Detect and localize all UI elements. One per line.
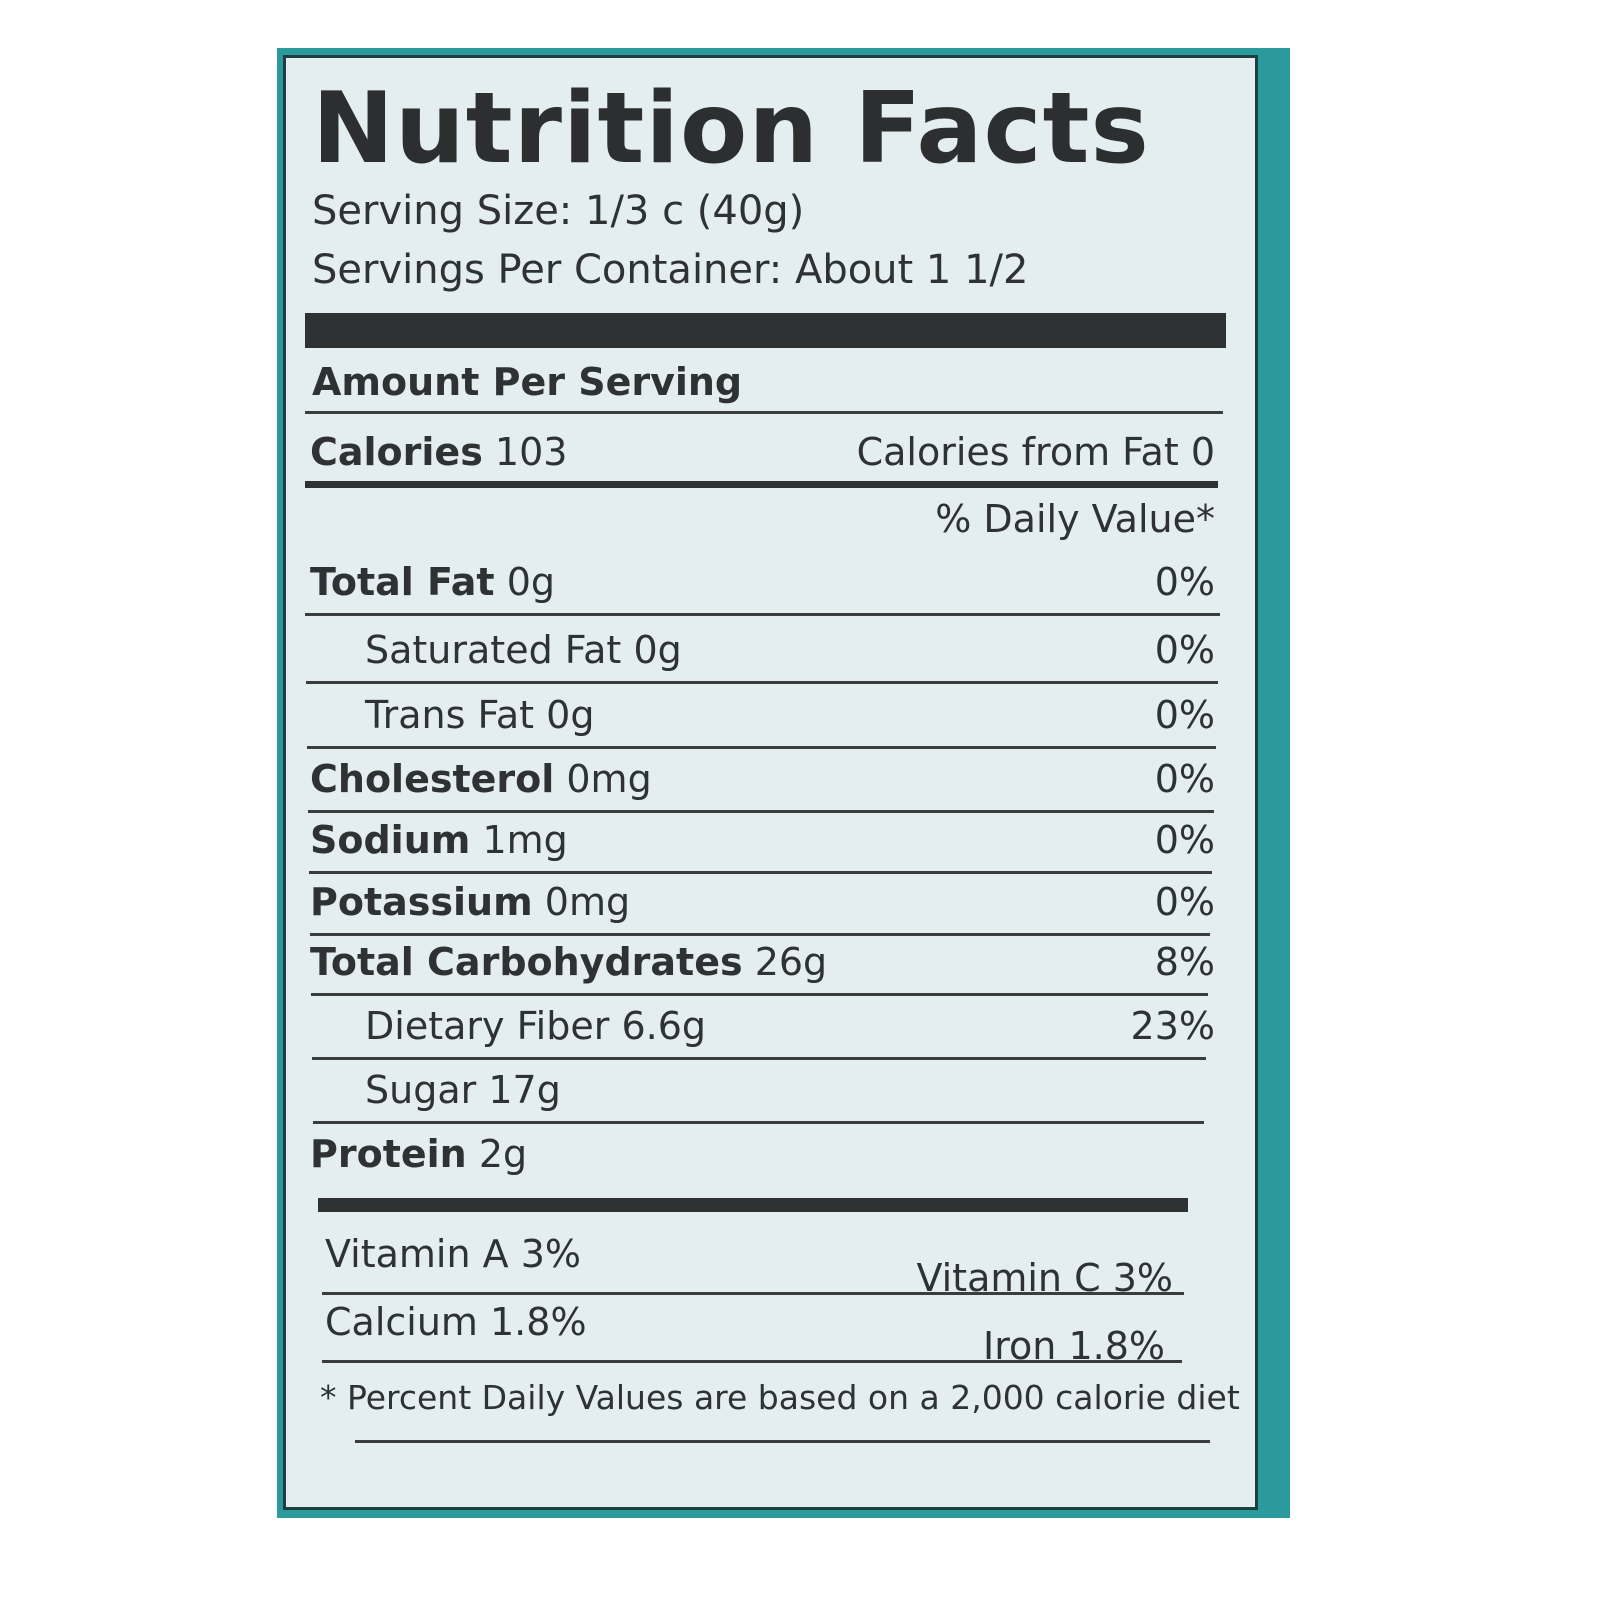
medium-divider <box>305 481 1218 488</box>
vitamin-a: Vitamin A 3% <box>325 1232 581 1276</box>
label-title: Nutrition Facts <box>312 72 1150 186</box>
nutrient-name: Protein <box>310 1132 467 1176</box>
calories-label: Calories <box>310 430 483 474</box>
nutrient-amount: 0g <box>506 560 555 604</box>
nutrient-amount: 17g <box>488 1068 561 1112</box>
divider <box>355 1440 1210 1443</box>
nutrient-name: Total Carbohydrates <box>310 940 743 984</box>
servings-per-container: Servings Per Container: About 1 1/2 <box>312 247 1029 293</box>
nutrient-label-group: Total Carbohydrates 26g <box>310 940 827 984</box>
nutrient-row: Saturated Fat 0g 0% <box>310 618 1215 678</box>
nutrient-label-group: Sodium 1mg <box>310 818 568 862</box>
divider <box>308 810 1214 813</box>
nutrient-name: Sugar <box>365 1068 477 1112</box>
nutrient-daily-value: 0% <box>1154 560 1215 604</box>
nutrient-label-group: Trans Fat 0g <box>365 693 594 737</box>
nutrient-row: Potassium 0mg 0% <box>310 870 1215 930</box>
nutrient-amount: 1mg <box>482 818 568 862</box>
divider <box>313 1121 1204 1124</box>
footnote: * Percent Daily Values are based on a 2,… <box>320 1378 1240 1417</box>
thick-divider-top <box>305 313 1226 348</box>
divider <box>322 1292 1184 1295</box>
divider <box>307 746 1216 749</box>
divider <box>311 993 1208 996</box>
divider <box>305 411 1223 414</box>
serving-size: Serving Size: 1/3 c (40g) <box>312 188 805 234</box>
nutrient-name: Dietary Fiber <box>365 1004 610 1048</box>
vitamin-row-2: Calcium 1.8% Iron 1.8% <box>325 1290 1165 1368</box>
nutrient-row: Cholesterol 0mg 0% <box>310 747 1215 807</box>
nutrient-row: Trans Fat 0g 0% <box>310 683 1215 743</box>
calories-label-group: Calories 103 <box>310 430 567 474</box>
divider <box>312 1057 1206 1060</box>
thick-divider-bottom <box>318 1198 1188 1212</box>
nutrient-amount: 2g <box>478 1132 528 1176</box>
nutrient-row: Protein 2g <box>310 1122 1215 1182</box>
nutrient-amount: 0g <box>546 693 595 737</box>
daily-value-header-row: % Daily Value* <box>310 487 1215 547</box>
nutrient-daily-value: 0% <box>1154 818 1215 862</box>
nutrient-row: Sodium 1mg 0% <box>310 808 1215 868</box>
nutrient-row: Total Fat 0g 0% <box>310 550 1215 610</box>
nutrient-label-group: Dietary Fiber 6.6g <box>365 1004 706 1048</box>
vitamin-row-1: Vitamin A 3% Vitamin C 3% <box>325 1222 1173 1300</box>
nutrient-name: Saturated Fat <box>365 628 622 672</box>
calories-row: Calories 103 Calories from Fat 0 <box>310 420 1215 480</box>
amount-per-serving: Amount Per Serving <box>312 360 743 404</box>
calories-value: 103 <box>494 430 568 474</box>
daily-value-header: % Daily Value* <box>935 497 1215 541</box>
nutrient-name: Sodium <box>310 818 471 862</box>
nutrient-label-group: Saturated Fat 0g <box>365 628 682 672</box>
divider <box>305 613 1220 616</box>
nutrient-daily-value: 23% <box>1130 1004 1215 1048</box>
nutrient-amount: 0mg <box>544 880 631 924</box>
nutrient-amount: 6.6g <box>621 1004 707 1048</box>
nutrient-daily-value: 0% <box>1154 757 1215 801</box>
divider <box>322 1360 1182 1363</box>
nutrient-name: Total Fat <box>310 560 495 604</box>
nutrient-daily-value: 0% <box>1154 693 1215 737</box>
nutrient-daily-value: 8% <box>1154 940 1215 984</box>
nutrient-label-group: Cholesterol 0mg <box>310 757 652 801</box>
calories-from-fat: Calories from Fat 0 <box>856 430 1215 474</box>
nutrient-label-group: Total Fat 0g <box>310 560 555 604</box>
divider <box>310 933 1210 936</box>
nutrient-amount: 0g <box>633 628 682 672</box>
nutrient-name: Trans Fat <box>365 693 535 737</box>
nutrient-label-group: Protein 2g <box>310 1132 527 1176</box>
nutrient-name: Cholesterol <box>310 757 555 801</box>
nutrient-daily-value: 0% <box>1154 880 1215 924</box>
nutrient-daily-value: 0% <box>1154 628 1215 672</box>
divider <box>306 681 1218 684</box>
nutrition-label <box>283 55 1258 1510</box>
nutrient-row: Sugar 17g <box>310 1058 1215 1118</box>
nutrient-row: Dietary Fiber 6.6g 23% <box>310 994 1215 1054</box>
divider <box>309 871 1212 874</box>
nutrient-label-group: Potassium 0mg <box>310 880 630 924</box>
nutrient-label-group: Sugar 17g <box>365 1068 561 1112</box>
nutrient-amount: 0mg <box>566 757 652 801</box>
calcium: Calcium 1.8% <box>325 1300 587 1344</box>
nutrient-amount: 26g <box>754 940 828 984</box>
nutrient-row: Total Carbohydrates 26g 8% <box>310 930 1215 990</box>
nutrient-name: Potassium <box>310 880 533 924</box>
